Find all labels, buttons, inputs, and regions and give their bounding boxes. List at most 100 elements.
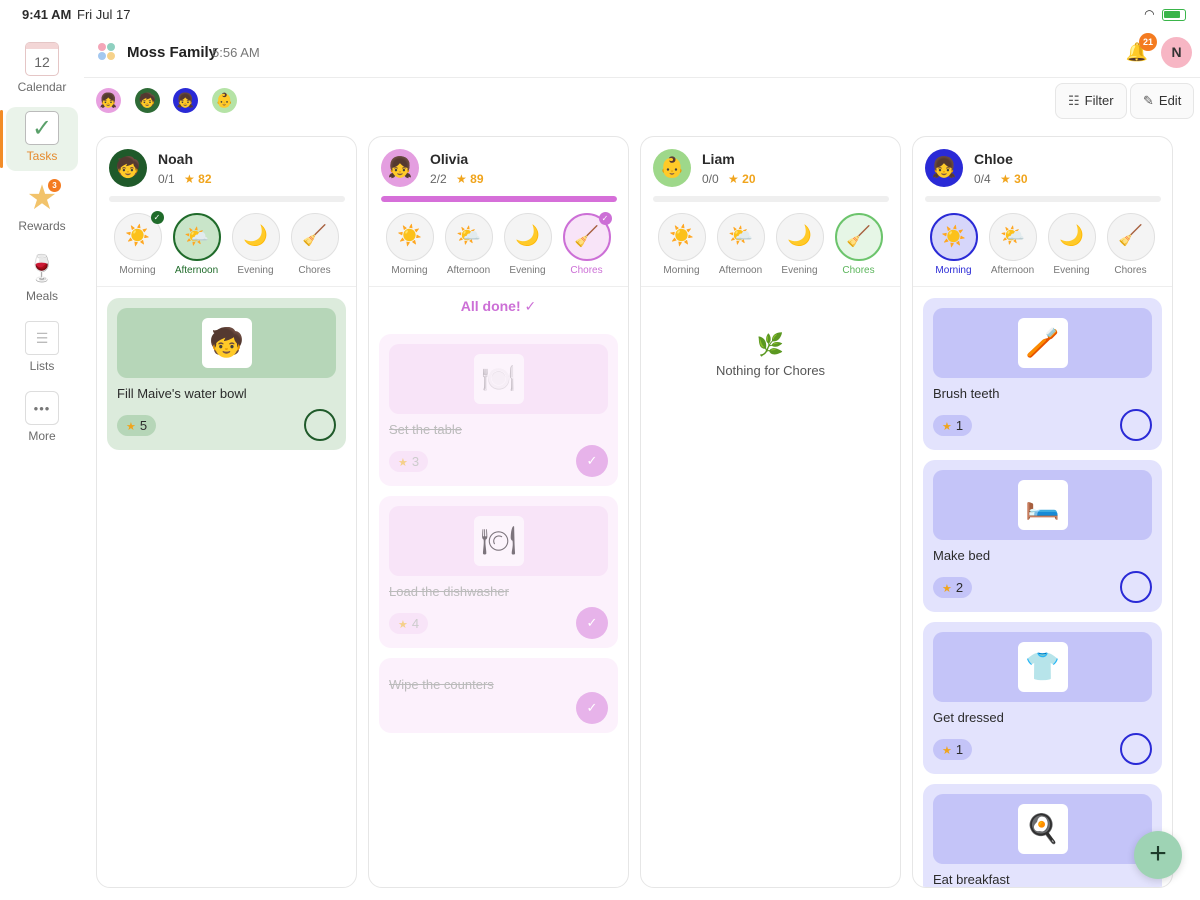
- task-card[interactable]: Wipe the counters ✓: [379, 658, 618, 733]
- member-avatar-olivia[interactable]: 👧: [96, 88, 121, 113]
- slot-evening[interactable]: 🌙 Evening: [231, 213, 280, 276]
- task-card[interactable]: 🛏️ Make bed ★ 2: [923, 460, 1162, 612]
- sidebar-item-more[interactable]: ••• More: [6, 387, 78, 451]
- task-title: Get dressed: [933, 710, 1004, 725]
- star-icon: ★: [1000, 172, 1011, 186]
- star-count: 30: [1014, 172, 1028, 186]
- progress-bar: [653, 196, 889, 202]
- sidebar-item-tasks[interactable]: ✓ Tasks: [6, 107, 78, 171]
- member-stats: 2/2 ★ 89: [430, 172, 484, 186]
- task-complete-toggle[interactable]: [304, 409, 336, 441]
- toothbrush-icon: 🪥: [1017, 318, 1068, 368]
- task-card[interactable]: 👕 Get dressed ★ 1: [923, 622, 1162, 774]
- slot-chores[interactable]: 🧹 Chores: [1106, 213, 1155, 276]
- broom-icon: 🧹: [290, 213, 339, 261]
- status-time: 9:41 AM: [22, 7, 72, 22]
- pet-bowl-icon: 🧒: [201, 318, 252, 368]
- task-image-area: 🍳: [933, 794, 1152, 864]
- slot-label: Morning: [935, 265, 972, 276]
- sun-icon: ☀️: [385, 213, 434, 261]
- task-card[interactable]: 🪥 Brush teeth ★ 1: [923, 298, 1162, 450]
- member-stats: 0/4 ★ 30: [974, 172, 1028, 186]
- sidebar-item-label: Calendar: [17, 80, 67, 94]
- slot-chores[interactable]: 🧹 Chores: [834, 213, 883, 276]
- task-complete-toggle[interactable]: [1120, 571, 1152, 603]
- broom-icon: 🧹: [834, 213, 883, 261]
- avatar: 👧: [925, 149, 963, 187]
- task-complete-toggle[interactable]: [1120, 733, 1152, 765]
- slot-chores[interactable]: 🧹 ✓ Chores: [562, 212, 612, 276]
- sidebar-item-lists[interactable]: ☰ Lists: [6, 317, 78, 381]
- slot-label: Chores: [570, 265, 603, 276]
- sidebar-item-meals[interactable]: 🍷 Meals: [6, 247, 78, 311]
- slot-afternoon[interactable]: 🌤️ Afternoon: [444, 213, 493, 276]
- status-bar: 9:41 AM Fri Jul 17 ◠: [0, 0, 1200, 28]
- sidebar-item-label: Lists: [29, 359, 55, 373]
- task-image-area: 🧒: [117, 308, 336, 378]
- task-card[interactable]: 🍽️ Set the table ★ 3 ✓: [379, 334, 618, 486]
- sidebar-item-rewards[interactable]: ★ 3 Rewards: [6, 177, 78, 241]
- star-icon: ★: [398, 457, 408, 469]
- filter-button[interactable]: ☷ Filter: [1055, 83, 1127, 119]
- progress-bar: [925, 196, 1161, 202]
- slot-morning[interactable]: ☀️ Morning: [929, 213, 978, 276]
- task-list: 🧒 Fill Maive's water bowl ★ 5: [97, 288, 356, 887]
- slot-label: Chores: [842, 265, 875, 276]
- star-icon: ★: [942, 745, 952, 757]
- sidebar-item-calendar[interactable]: 12 Calendar: [6, 38, 78, 102]
- slot-morning[interactable]: ☀️ Morning: [385, 213, 434, 276]
- member-avatar-chloe[interactable]: 👧: [173, 88, 198, 113]
- task-progress: 0/4: [974, 172, 991, 186]
- slot-evening[interactable]: 🌙 Evening: [503, 213, 552, 276]
- sidebar-item-label: Rewards: [18, 219, 66, 233]
- member-stats: 0/0 ★ 20: [702, 172, 756, 186]
- slot-afternoon[interactable]: 🌤️ Afternoon: [172, 213, 221, 276]
- star-icon: ★: [126, 421, 136, 433]
- active-nav-indicator: [0, 110, 3, 168]
- dining-table-icon: 🍽️: [473, 354, 524, 404]
- user-avatar[interactable]: N: [1161, 37, 1192, 68]
- sprout-icon: 🌿: [756, 332, 785, 357]
- avatar: 👧: [381, 149, 419, 187]
- check-icon: ✓: [150, 211, 164, 224]
- task-title: Eat breakfast: [933, 872, 1010, 887]
- task-complete-toggle[interactable]: ✓: [576, 607, 608, 639]
- slot-evening[interactable]: 🌙 Evening: [775, 213, 824, 276]
- member-avatar-noah[interactable]: 🧒: [135, 88, 160, 113]
- slot-label: Evening: [509, 265, 546, 276]
- task-complete-toggle[interactable]: ✓: [576, 445, 608, 477]
- task-complete-toggle[interactable]: [1120, 409, 1152, 441]
- slot-morning[interactable]: ☀️ ✓ Morning: [113, 211, 164, 276]
- star-count: 20: [742, 172, 756, 186]
- slot-morning[interactable]: ☀️ Morning: [657, 213, 706, 276]
- member-name: Noah: [158, 151, 193, 167]
- progress-bar: [109, 196, 345, 202]
- wine-glass-icon: 🍷: [25, 252, 59, 283]
- family-name[interactable]: Moss Family: [127, 44, 218, 61]
- member-name: Liam: [702, 151, 735, 167]
- filter-label: Filter: [1084, 93, 1114, 108]
- time-slots: ☀️ Morning 🌤️ Afternoon 🌙 Evening 🧹 Chor…: [929, 213, 1161, 277]
- task-title: Wipe the counters: [389, 677, 494, 692]
- task-card[interactable]: 🍽 Load the dishwasher ★ 4 ✓: [379, 496, 618, 648]
- task-card[interactable]: 🧒 Fill Maive's water bowl ★ 5: [107, 298, 346, 450]
- slot-label: Evening: [237, 265, 274, 276]
- edit-button[interactable]: ✎ Edit: [1130, 83, 1195, 119]
- checkmark-icon: ✓: [25, 111, 59, 145]
- task-card[interactable]: 🍳 Eat breakfast: [923, 784, 1162, 887]
- slot-evening[interactable]: 🌙 Evening: [1047, 213, 1096, 276]
- slot-afternoon[interactable]: 🌤️ Afternoon: [988, 213, 1037, 276]
- column-header: 🧒 Noah 0/1 ★ 82 ☀️ ✓ Morning 🌤️ Afternoon…: [97, 137, 356, 287]
- partly-sunny-icon: 🌤️: [444, 213, 493, 261]
- slot-afternoon[interactable]: 🌤️ Afternoon: [716, 213, 765, 276]
- sidebar-item-label: Tasks: [26, 149, 58, 163]
- task-complete-toggle[interactable]: ✓: [576, 692, 608, 724]
- add-task-button[interactable]: +: [1134, 831, 1182, 879]
- status-date: Fri Jul 17: [77, 7, 131, 22]
- moon-icon: 🌙: [231, 213, 280, 261]
- moon-icon: 🌙: [503, 213, 552, 261]
- slot-chores[interactable]: 🧹 Chores: [290, 213, 339, 276]
- calendar-icon: 12: [25, 42, 59, 76]
- member-avatar-liam[interactable]: 👶: [212, 88, 237, 113]
- slot-label: Evening: [1053, 265, 1090, 276]
